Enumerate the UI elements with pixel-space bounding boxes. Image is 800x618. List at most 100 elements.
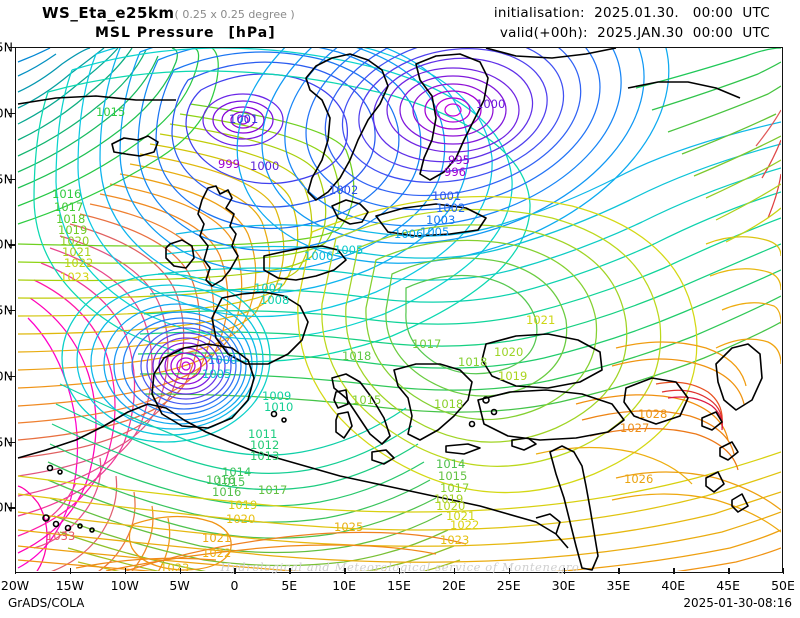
svg-text:1021: 1021	[526, 313, 555, 327]
x-tick-label: 20E	[441, 578, 466, 593]
y-tick	[9, 310, 15, 312]
x-tick	[453, 568, 456, 574]
svg-text:1000: 1000	[250, 159, 279, 173]
field-title: MSL Pressure [hPa]	[95, 25, 276, 41]
svg-text:1005: 1005	[334, 243, 363, 257]
x-tick	[234, 568, 236, 574]
y-tick-label: 65N	[0, 39, 13, 55]
x-tick	[783, 568, 785, 574]
x-tick-label: 40E	[661, 578, 686, 593]
svg-text:1009: 1009	[262, 389, 291, 403]
svg-text:1003: 1003	[426, 213, 455, 227]
x-tick-label: 20W	[0, 578, 30, 593]
x-tick	[728, 568, 730, 574]
svg-text:1005: 1005	[420, 225, 449, 239]
svg-text:1026: 1026	[624, 472, 653, 486]
svg-text:1033: 1033	[46, 529, 75, 543]
svg-text:1015: 1015	[438, 469, 467, 483]
x-tick-label: 25E	[496, 578, 521, 593]
svg-text:1002: 1002	[436, 201, 465, 215]
svg-text:1006: 1006	[394, 227, 423, 241]
svg-text:1022: 1022	[450, 518, 479, 532]
x-tick-label: 5W	[169, 578, 190, 593]
svg-text:1017: 1017	[258, 483, 287, 497]
svg-text:1022: 1022	[64, 256, 93, 270]
y-tick-label: 55N	[0, 171, 13, 186]
svg-text:1008: 1008	[260, 293, 289, 307]
svg-text:1020: 1020	[494, 345, 523, 359]
svg-text:1015: 1015	[96, 105, 125, 119]
x-tick-label: 0	[230, 578, 239, 593]
x-tick	[563, 568, 565, 574]
model-resolution: ( 0.25 x 0.25 degree )	[174, 8, 295, 21]
svg-text:1021: 1021	[446, 509, 475, 523]
y-tick-label: 30N	[0, 499, 13, 515]
svg-text:1020: 1020	[436, 499, 465, 513]
x-tick	[508, 568, 511, 574]
x-tick-label: 10E	[332, 578, 357, 593]
y-tick-label: 45N	[0, 302, 13, 318]
svg-text:1020: 1020	[60, 234, 89, 248]
svg-text:1002: 1002	[329, 183, 358, 197]
map-canvas: 1015 1016 1017 1018 1019 1020 1021 1022 …	[16, 48, 782, 572]
svg-text:1016: 1016	[52, 187, 81, 201]
svg-text:1021: 1021	[62, 245, 91, 259]
field-unit: [hPa]	[228, 25, 276, 41]
svg-text:1017: 1017	[412, 337, 441, 351]
svg-text:1018: 1018	[434, 397, 463, 411]
x-tick	[124, 568, 127, 574]
y-tick	[9, 244, 15, 246]
svg-text:1019: 1019	[228, 498, 257, 512]
y-tick-label: 50N	[0, 236, 13, 252]
x-tick-label: 10W	[110, 578, 139, 593]
svg-text:1032: 1032	[24, 570, 53, 571]
svg-text:1018: 1018	[458, 355, 487, 369]
svg-text:1027: 1027	[620, 421, 649, 435]
svg-text:1022: 1022	[202, 546, 231, 560]
y-tick-label: 40N	[0, 368, 13, 384]
svg-text:1000: 1000	[476, 97, 505, 111]
x-tick	[69, 568, 72, 574]
svg-text:996: 996	[444, 165, 466, 179]
svg-text:1017: 1017	[54, 200, 83, 214]
model-name: WS_Eta_e25km	[42, 4, 175, 22]
svg-text:1023: 1023	[440, 533, 469, 547]
x-tick	[618, 568, 620, 574]
x-tick	[15, 568, 17, 574]
contour-group-low-scotland	[33, 48, 531, 363]
initialisation-time: initialisation: 2025.01.30. 00:00 UTC	[493, 5, 770, 21]
y-tick	[9, 178, 15, 180]
svg-text:1000: 1000	[208, 353, 237, 367]
svg-text:1012: 1012	[250, 438, 279, 452]
svg-text:1017: 1017	[440, 481, 469, 495]
x-tick-label: 35E	[606, 578, 631, 593]
pressure-contour-svg: 1015 1016 1017 1018 1019 1020 1021 1022 …	[17, 48, 781, 571]
svg-text:1011: 1011	[248, 427, 277, 441]
svg-text:1026: 1026	[358, 568, 387, 571]
footer-timestamp: 2025-01-30-08:16	[683, 596, 792, 610]
svg-text:1005: 1005	[202, 367, 231, 381]
footer-credit: GrADS/COLA	[8, 596, 85, 610]
svg-text:1015: 1015	[352, 393, 381, 407]
contour-plot-frame: 1015 1016 1017 1018 1019 1020 1021 1022 …	[15, 47, 783, 573]
svg-text:1028: 1028	[638, 407, 667, 421]
contour-group-low-iberia	[61, 273, 271, 443]
svg-text:1018: 1018	[342, 349, 371, 363]
svg-text:1007: 1007	[254, 281, 283, 295]
svg-text:1018: 1018	[56, 212, 85, 226]
svg-text:1016: 1016	[212, 485, 241, 499]
y-tick-label: 60N	[0, 105, 13, 121]
contour-group-northeast-sweep	[635, 48, 781, 243]
x-tick-label: 50E	[771, 578, 795, 593]
svg-text:1020: 1020	[226, 512, 255, 526]
contour-group-libya-cell	[128, 515, 232, 571]
valid-time: valid(+00h): 2025.JAN.30 00:00 UTC	[499, 25, 770, 41]
coastlines	[17, 48, 763, 571]
contour-group-north-africa	[17, 451, 781, 571]
svg-text:999: 999	[218, 157, 240, 171]
field-name: MSL Pressure	[95, 25, 215, 41]
svg-text:1019: 1019	[498, 369, 527, 383]
x-tick	[399, 568, 401, 574]
y-tick	[9, 441, 15, 443]
x-tick	[179, 568, 181, 574]
